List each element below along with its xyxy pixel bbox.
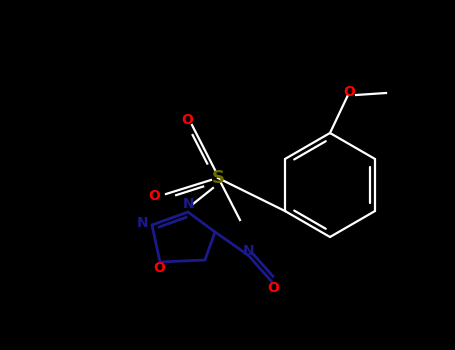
Text: N: N bbox=[243, 244, 255, 258]
Text: O: O bbox=[267, 281, 279, 295]
Text: N: N bbox=[183, 197, 195, 211]
Text: S: S bbox=[212, 169, 224, 187]
Text: O: O bbox=[343, 85, 355, 99]
Text: O: O bbox=[181, 113, 193, 127]
Text: N: N bbox=[137, 216, 149, 230]
Text: O: O bbox=[148, 189, 160, 203]
Text: O: O bbox=[153, 261, 165, 275]
